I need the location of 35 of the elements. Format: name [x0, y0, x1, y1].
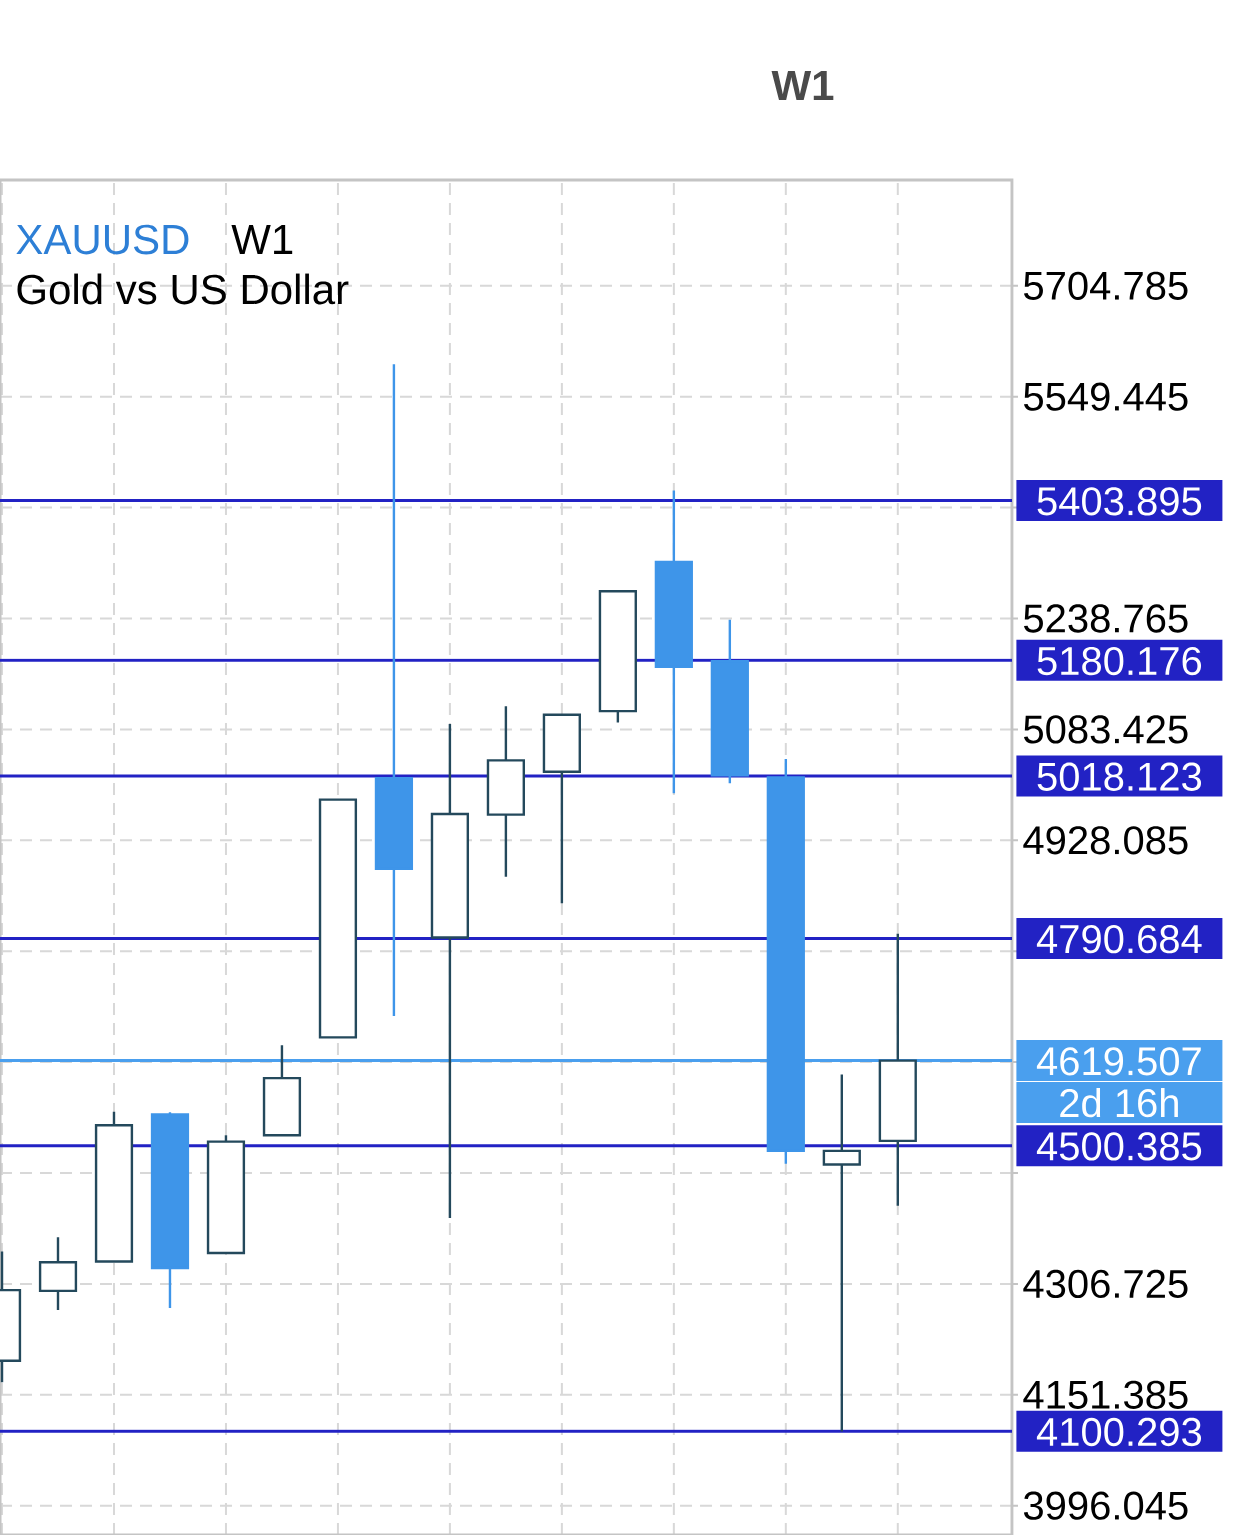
- annotation: W1: [231, 225, 293, 254]
- ref-line-label: 4790.684: [1036, 924, 1202, 954]
- y-tick-label: 4151.385: [1023, 1380, 1188, 1409]
- candlestick: [38, 1236, 78, 1312]
- ref-line-label: 4619.507: [1036, 1047, 1201, 1076]
- ref-line-label: 5403.895: [1037, 487, 1202, 516]
- ref-line-label: 5180.176: [1037, 646, 1202, 676]
- y-tick-label: 4928.085: [1023, 826, 1188, 855]
- candlestick: [878, 932, 917, 1208]
- candlestick: [822, 1073, 861, 1433]
- ref-line-label: 5018.123: [1037, 762, 1202, 791]
- y-tick-label: 5238.765: [1024, 604, 1188, 633]
- candlestick: [430, 722, 470, 1220]
- ref-line-label: 4500.385: [1036, 1132, 1202, 1161]
- candlestick: [206, 1133, 246, 1255]
- candlestick: [262, 1044, 302, 1137]
- y-tick-label: 5549.445: [1024, 382, 1188, 411]
- y-tick-label: 3996.045: [1023, 1491, 1188, 1520]
- text: XAUUSD: [16, 224, 189, 255]
- candlestick: [150, 1111, 190, 1310]
- ref-line-label: 4100.293: [1036, 1417, 1202, 1447]
- text: Gold vs US Dollar: [17, 273, 349, 305]
- candlestick: [486, 704, 526, 878]
- y-tick-label: 5704.785: [1024, 271, 1188, 300]
- candlestick: [94, 1110, 134, 1263]
- candlestick: [374, 362, 414, 1018]
- text: 2d 16h: [1060, 1087, 1178, 1118]
- text: W1: [771, 71, 834, 100]
- candlestick: [654, 489, 693, 795]
- candlestick: [598, 590, 637, 724]
- candlestick: [542, 713, 581, 905]
- y-tick-label: 5083.425: [1024, 715, 1188, 744]
- candlestick: [318, 797, 358, 1039]
- candlestick: [710, 618, 749, 785]
- y-tick-label: 4306.725: [1023, 1269, 1188, 1299]
